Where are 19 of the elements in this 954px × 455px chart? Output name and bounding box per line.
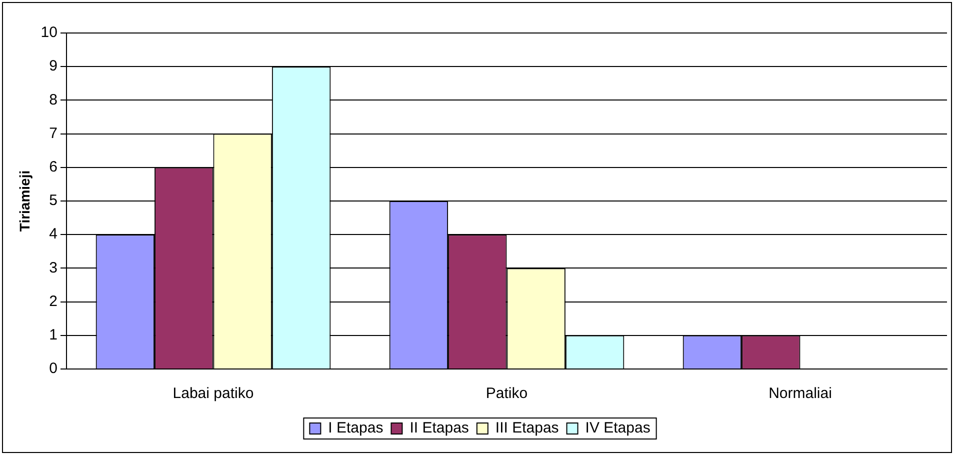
legend-label: III Etapas <box>495 420 559 437</box>
y-tick-label: 9 <box>49 58 58 75</box>
y-tick-label: 7 <box>49 124 58 142</box>
y-tick-label: 5 <box>49 192 58 210</box>
y-tick-label: 2 <box>49 292 58 310</box>
x-tick-label: Patiko <box>486 385 528 402</box>
y-tick-label: 8 <box>49 91 58 108</box>
x-tick-label: Labai patiko <box>172 385 254 402</box>
y-tick-label: 1 <box>49 326 58 344</box>
y-axis-title: Tiriamieji <box>16 170 32 232</box>
y-tick-label: 3 <box>49 259 58 276</box>
legend-label: IV Etapas <box>585 420 650 437</box>
legend-label: II Etapas <box>410 420 469 437</box>
y-tick-label: 4 <box>49 226 58 243</box>
x-tick-label: Normaliai <box>768 385 832 402</box>
y-tick-label: 0 <box>49 360 58 378</box>
y-tick-label: 10 <box>40 24 58 42</box>
legend-label: I Etapas <box>328 420 384 437</box>
y-tick-label: 6 <box>49 158 58 176</box>
